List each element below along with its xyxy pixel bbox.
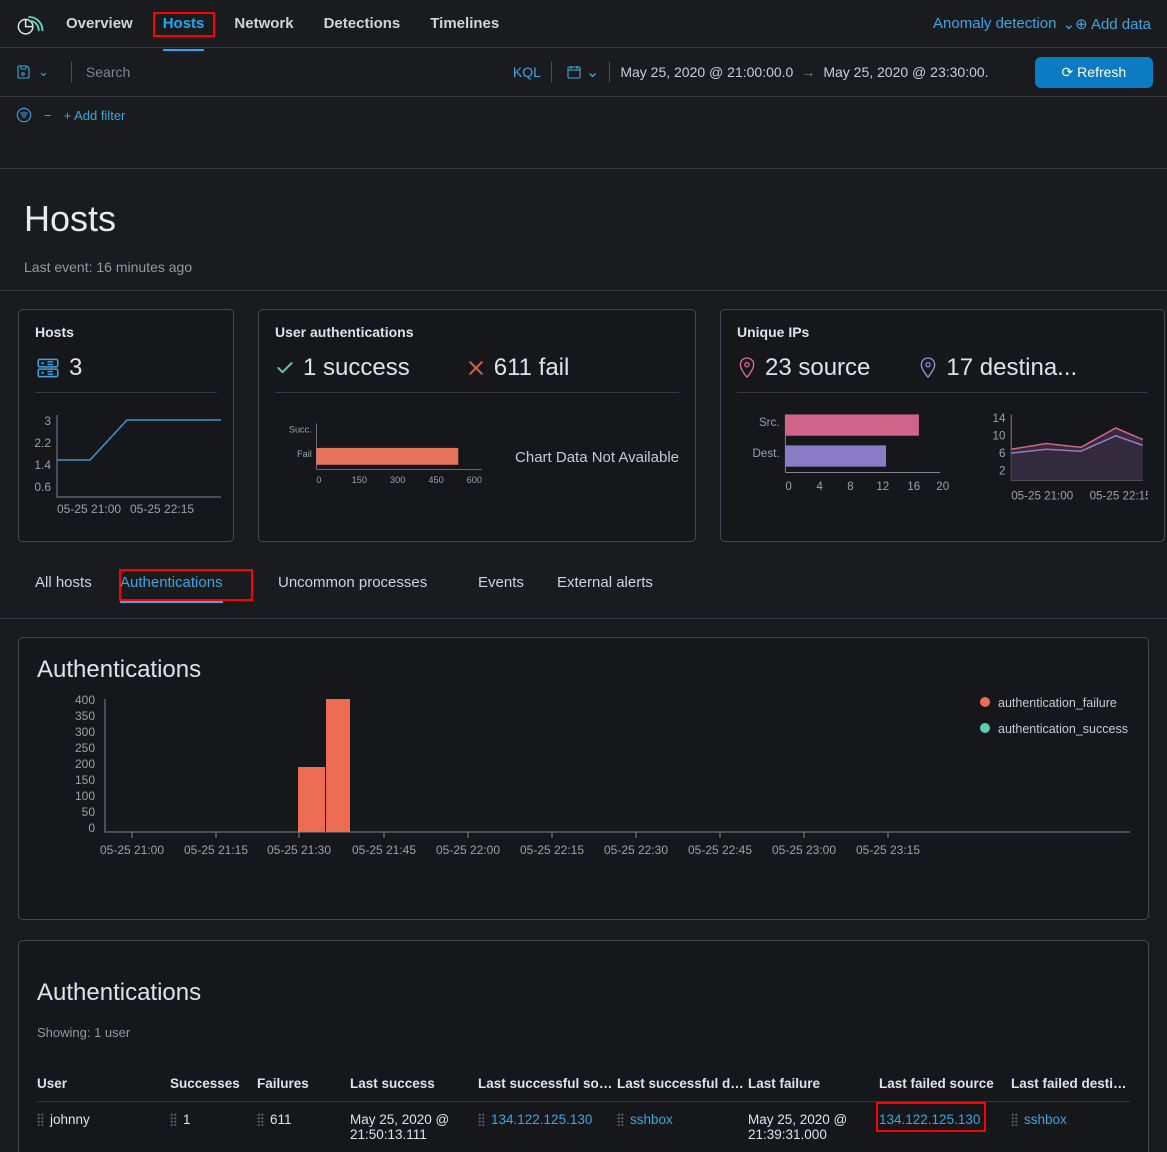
svg-text:400: 400	[75, 694, 95, 707]
svg-text:200: 200	[75, 757, 95, 771]
svg-text:Src.: Src.	[759, 416, 780, 429]
svg-text:2.2: 2.2	[35, 436, 51, 450]
svg-text:0: 0	[316, 475, 321, 485]
svg-text:100: 100	[75, 789, 95, 803]
svg-text:05-25 22:00: 05-25 22:00	[436, 843, 500, 857]
svg-text:3: 3	[44, 414, 51, 428]
svg-text:05-25 22:30: 05-25 22:30	[604, 843, 668, 857]
svg-text:05-25 22:45: 05-25 22:45	[688, 843, 752, 857]
svg-text:05-25 21:15: 05-25 21:15	[184, 843, 248, 857]
svg-text:20: 20	[936, 480, 949, 493]
svg-text:2: 2	[999, 464, 1005, 477]
svg-text:1.4: 1.4	[35, 458, 51, 472]
svg-text:0: 0	[88, 821, 95, 835]
svg-text:05-25 21:00: 05-25 21:00	[1012, 490, 1074, 503]
svg-text:05-25 22:15: 05-25 22:15	[1090, 490, 1148, 503]
svg-text:600: 600	[467, 475, 482, 485]
svg-text:Dest.: Dest.	[753, 447, 780, 460]
svg-text:4: 4	[816, 480, 823, 493]
svg-text:authentication_failure: authentication_failure	[998, 696, 1117, 710]
svg-text:0: 0	[785, 480, 791, 493]
svg-text:10: 10	[993, 430, 1006, 443]
svg-text:authentication_success: authentication_success	[998, 722, 1128, 736]
svg-text:0.6: 0.6	[35, 480, 51, 494]
svg-text:05-25 21:00: 05-25 21:00	[57, 502, 121, 516]
svg-text:14: 14	[993, 412, 1006, 425]
svg-text:50: 50	[82, 805, 96, 819]
svg-text:16: 16	[907, 480, 920, 493]
svg-text:05-25 22:15: 05-25 22:15	[520, 843, 584, 857]
svg-text:250: 250	[75, 741, 95, 755]
svg-text:300: 300	[390, 475, 405, 485]
svg-text:6: 6	[999, 447, 1005, 460]
svg-text:150: 150	[352, 475, 367, 485]
svg-text:05-25 23:15: 05-25 23:15	[856, 843, 920, 857]
svg-text:05-25 21:00: 05-25 21:00	[100, 843, 164, 857]
svg-text:Fail: Fail	[297, 449, 312, 459]
svg-text:450: 450	[428, 475, 443, 485]
svg-text:12: 12	[876, 480, 889, 493]
svg-text:05-25 21:45: 05-25 21:45	[352, 843, 416, 857]
svg-text:05-25 21:30: 05-25 21:30	[267, 843, 331, 857]
svg-text:8: 8	[847, 480, 853, 493]
svg-text:300: 300	[75, 725, 95, 739]
svg-text:350: 350	[75, 709, 95, 723]
svg-text:05-25 23:00: 05-25 23:00	[772, 843, 836, 857]
svg-text:150: 150	[75, 773, 95, 787]
svg-text:Succ.: Succ.	[289, 425, 312, 435]
svg-text:05-25 22:15: 05-25 22:15	[130, 502, 194, 516]
